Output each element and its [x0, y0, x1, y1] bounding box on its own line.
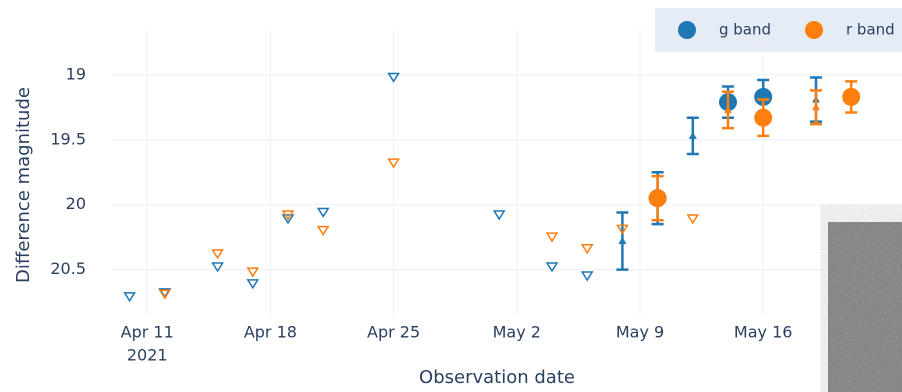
legend-label: g band — [719, 21, 771, 39]
upper-limit — [582, 245, 592, 253]
legend-marker — [805, 21, 823, 39]
chart: Observation date Difference magnitude 19… — [0, 0, 902, 392]
small-detection — [689, 132, 697, 139]
y-axis-title: Difference magnitude — [13, 87, 34, 283]
y-tick-label: 19 — [66, 64, 86, 83]
upper-limit — [547, 233, 557, 241]
small-detection — [618, 237, 626, 244]
upper-limit — [160, 290, 170, 298]
upper-limit — [213, 250, 223, 258]
x-tick-label: Apr 11 — [121, 323, 174, 342]
legend-marker — [678, 21, 696, 39]
upper-limit — [688, 215, 698, 223]
upper-limit — [248, 280, 258, 288]
upper-limit — [125, 293, 135, 301]
detection — [649, 189, 667, 207]
y-tick-label: 20 — [66, 194, 86, 213]
upper-limit — [318, 208, 328, 216]
y-tick-label: 20.5 — [50, 259, 86, 278]
x-axis-title: Observation date — [419, 367, 575, 388]
x-year-label: 2021 — [127, 346, 168, 365]
y-tick-label: 19.5 — [50, 129, 86, 148]
thumbnail — [828, 222, 902, 392]
upper-limit — [318, 227, 328, 235]
x-tick-label: Apr 18 — [244, 323, 297, 342]
x-tick-label: Apr 25 — [367, 323, 420, 342]
upper-limit — [494, 211, 504, 219]
upper-limit — [582, 272, 592, 280]
detection — [754, 109, 772, 127]
x-tick-label: May 9 — [616, 323, 664, 342]
detection — [842, 88, 860, 106]
x-tick-label: May 16 — [734, 323, 793, 342]
legend-label: r band — [846, 21, 895, 39]
x-tick-label: May 2 — [493, 323, 541, 342]
small-detection — [812, 103, 820, 110]
